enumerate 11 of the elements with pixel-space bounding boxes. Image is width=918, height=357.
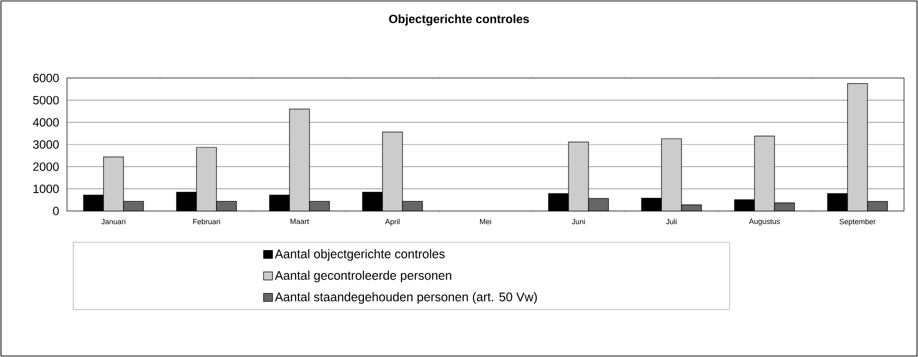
legend-label: Aantal gecontroleerde personen bbox=[274, 270, 452, 282]
y-tick-label: 5000 bbox=[33, 96, 59, 104]
legend-label: Aantal staandegehouden personen (art. 50 Vw) bbox=[274, 292, 537, 304]
chart-title: Objectgerichte controles bbox=[389, 14, 529, 26]
y-tick-label: 2000 bbox=[33, 162, 59, 171]
legend-label: Aantal objectgerichte controles bbox=[274, 249, 445, 261]
y-tick-label: 1000 bbox=[34, 184, 59, 194]
y-tick-label: 3000 bbox=[33, 140, 59, 149]
y-tick-label: 0 bbox=[53, 206, 59, 216]
y-tick-label: 6000 bbox=[33, 74, 59, 82]
y-tick-label: 4000 bbox=[32, 118, 59, 127]
